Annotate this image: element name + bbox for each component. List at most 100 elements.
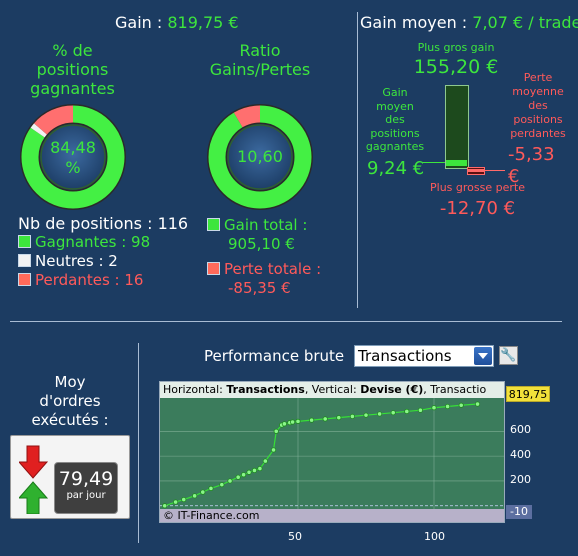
chevron-down-icon[interactable]	[474, 347, 492, 365]
winning-donut-center	[40, 124, 106, 190]
chart-watermark: © IT-Finance.com	[163, 509, 260, 522]
series-point	[474, 401, 481, 407]
series-point	[309, 417, 315, 423]
series-point	[219, 482, 225, 488]
max-gain-label: Plus gros gain	[417, 41, 495, 54]
loss-total: Perte totale :	[207, 260, 321, 279]
gain-total-line2: 905,10 €	[228, 235, 295, 253]
orders-value-box: 79,49 par jour	[54, 462, 118, 514]
ratio-title: Ratio Gains/Pertes	[200, 41, 320, 79]
series-point	[227, 478, 233, 484]
avg-loss-line5: perdantes	[510, 127, 566, 140]
avg-loss-value: -5,33 €	[508, 144, 555, 187]
chart-header-prefix: Horizontal:	[163, 383, 227, 396]
avg-loss-pointer	[485, 170, 505, 171]
gain-avg-label: Gain moyen :	[360, 13, 473, 32]
series-point	[377, 411, 383, 417]
orders-value: 79,49	[58, 468, 114, 490]
low-value-badge: -10	[506, 505, 532, 519]
winning-donut-value: 84,48 %	[20, 138, 126, 178]
avg-loss-label: Perte moyenne des positions perdantes	[506, 71, 570, 141]
positions-legend: Nb de positions : 116 Gagnantes : 98 Neu…	[18, 214, 188, 290]
winning-arc-red	[21, 105, 125, 209]
series-point	[322, 416, 328, 422]
ratio-donut	[207, 104, 313, 210]
gain-summary: Gain : 819,75 €	[115, 13, 239, 32]
avg-gain-bar-fill	[446, 160, 467, 166]
series-point	[162, 503, 168, 509]
series-point	[336, 415, 342, 421]
positions-neutral: Neutres : 2	[18, 252, 188, 271]
series-point	[390, 410, 396, 416]
gain-total-line1: Gain total :	[224, 216, 308, 234]
ratio-arc-red	[208, 105, 312, 209]
loss-total-line1: Perte totale :	[224, 260, 322, 278]
up-down-arrows-icon	[19, 445, 49, 514]
performance-chart[interactable]: Horizontal: Transactions, Vertical: Devi…	[159, 381, 505, 523]
wrench-icon[interactable]: 🔧	[499, 346, 518, 365]
ratio-donut-center	[227, 124, 293, 190]
avg-loss-line3: des	[528, 99, 548, 112]
series-point	[295, 418, 301, 424]
chart-header-mid: , Vertical:	[304, 383, 361, 396]
chart-header-horizontal: Transactions	[226, 383, 305, 396]
series-point	[208, 485, 214, 491]
positions-losing: Perdantes : 16	[18, 271, 188, 290]
series-point	[251, 467, 258, 473]
max-gain-value: 155,20 €	[413, 56, 499, 78]
series-point	[417, 407, 423, 413]
winning-title: % de positions gagnantes	[20, 41, 125, 98]
orders-label-line3: exécutés :	[31, 411, 109, 429]
series-point	[181, 496, 187, 503]
separator-horizontal	[10, 321, 562, 322]
avg-gain-line1: Gain	[382, 86, 408, 99]
positions-neutral-text: Neutres : 2	[35, 252, 118, 270]
ratio-title-line1: Ratio	[239, 41, 281, 60]
winning-title-line2: positions	[36, 60, 109, 79]
series-point	[262, 458, 268, 464]
avg-gain-line3: des	[385, 113, 405, 127]
orders-label-line2: d'ordres	[39, 392, 101, 410]
performance-title: Performance brute	[204, 347, 345, 365]
series-point	[173, 499, 179, 505]
transactions-select-value: Transactions	[358, 347, 452, 365]
positions-losing-text: Perdantes : 16	[35, 271, 144, 289]
ratio-title-line2: Gains/Pertes	[209, 60, 311, 79]
series-point	[349, 413, 355, 420]
winning-title-line3: gagnantes	[30, 79, 115, 98]
avg-loss-bar-fill	[467, 169, 485, 172]
gain-avg-value: 7,07 € / trade	[472, 13, 578, 32]
series-point	[363, 412, 369, 418]
separator-vertical-bottom	[138, 343, 139, 543]
avg-loss-line4: positions	[513, 113, 563, 126]
avg-gain-line4: positions	[370, 126, 420, 140]
transactions-select[interactable]: Transactions	[354, 345, 494, 367]
series-point	[431, 405, 437, 411]
avg-gain-pointer	[423, 162, 445, 163]
gain-label: Gain :	[115, 13, 168, 32]
series-point	[235, 474, 241, 480]
gain-total: Gain total :	[207, 216, 321, 235]
x-tick-label: 50	[288, 530, 302, 543]
gain-value: 819,75 €	[167, 13, 239, 32]
max-loss-label: Plus grosse perte	[430, 181, 525, 194]
avg-gain-label: Gain moyen des positions gagnantes	[364, 86, 426, 154]
orders-unit: par jour	[66, 490, 106, 501]
winning-swatch	[18, 235, 31, 248]
avg-loss-line1: Perte	[523, 71, 553, 84]
max-loss-value: -12,70 €	[439, 198, 516, 219]
positions-total: Nb de positions : 116	[18, 214, 189, 233]
x-tick-label: 100	[424, 530, 445, 543]
series-point	[246, 469, 252, 475]
series-point	[404, 408, 410, 415]
winning-title-line1: % de	[52, 41, 93, 60]
gain-avg-summary: Gain moyen : 7,07 € / trade	[360, 13, 578, 32]
series-point	[273, 428, 279, 434]
chart-header: Horizontal: Transactions, Vertical: Devi…	[160, 382, 504, 398]
orders-label-line1: Moy	[54, 373, 86, 391]
winning-donut-value-line1: 84,48	[50, 138, 96, 157]
avg-loss-line2: moyenne	[512, 85, 564, 98]
losing-swatch	[18, 273, 31, 286]
positions-winning: Gagnantes : 98	[18, 233, 188, 252]
series-point	[257, 465, 263, 472]
